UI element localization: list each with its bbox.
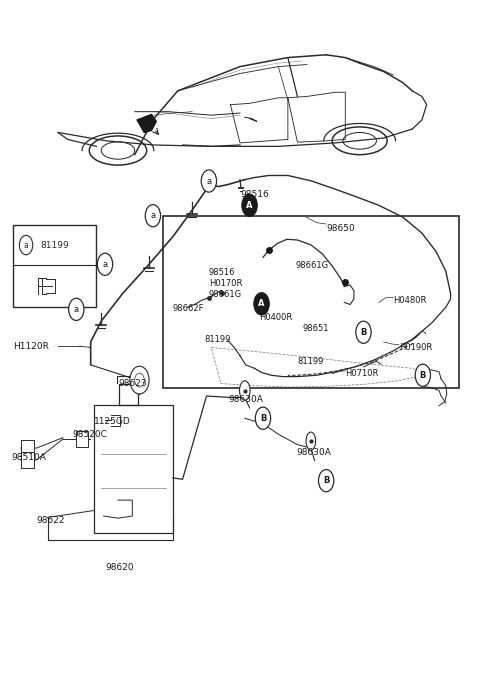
Text: 98662F: 98662F	[173, 304, 204, 313]
Bar	[94, 405, 173, 533]
Text: 98623: 98623	[118, 379, 146, 388]
Circle shape	[201, 170, 216, 192]
Text: H0190R: H0190R	[399, 343, 432, 352]
Text: 98661G: 98661G	[209, 290, 242, 299]
Text: 81199: 81199	[204, 335, 230, 343]
Bar	[12, 225, 96, 307]
Circle shape	[130, 366, 149, 394]
Text: 81199: 81199	[298, 357, 324, 366]
Circle shape	[97, 253, 113, 275]
Text: a: a	[150, 211, 156, 220]
Text: A: A	[258, 300, 265, 309]
Text: B: B	[360, 328, 367, 337]
Circle shape	[242, 194, 257, 216]
Bar	[163, 215, 459, 388]
Text: 98520C: 98520C	[72, 430, 108, 439]
Text: 81199: 81199	[40, 240, 69, 250]
Circle shape	[254, 293, 269, 315]
Text: H0170R: H0170R	[209, 279, 242, 288]
Text: H0480R: H0480R	[393, 296, 427, 305]
Text: 98516: 98516	[240, 190, 269, 199]
Text: 98620: 98620	[105, 563, 134, 572]
Text: 98661G: 98661G	[295, 261, 328, 270]
Text: 98622: 98622	[36, 516, 65, 525]
Text: 98651: 98651	[302, 325, 329, 334]
Polygon shape	[137, 115, 156, 133]
Text: 1125GD: 1125GD	[94, 417, 131, 426]
Ellipse shape	[306, 432, 316, 450]
Text: 98516: 98516	[209, 268, 235, 277]
Ellipse shape	[240, 381, 250, 400]
Text: H1120R: H1120R	[12, 342, 48, 350]
Circle shape	[69, 298, 84, 320]
Text: 98630A: 98630A	[228, 395, 263, 404]
Text: H0400R: H0400R	[259, 313, 292, 322]
Text: a: a	[206, 177, 212, 186]
Circle shape	[19, 236, 33, 255]
Text: 98650: 98650	[326, 224, 355, 233]
Bar	[21, 452, 34, 468]
Circle shape	[415, 364, 431, 386]
Text: B: B	[260, 414, 266, 423]
Circle shape	[145, 204, 160, 227]
Circle shape	[255, 407, 271, 430]
Text: 98510A: 98510A	[11, 452, 46, 461]
Text: a: a	[74, 305, 79, 314]
Text: H0710R: H0710R	[345, 369, 379, 378]
Circle shape	[319, 470, 334, 492]
Text: 98630A: 98630A	[297, 448, 331, 457]
Circle shape	[135, 373, 144, 387]
Text: A: A	[246, 201, 253, 210]
Text: a: a	[102, 260, 108, 269]
Circle shape	[356, 321, 371, 343]
Bar	[21, 440, 34, 457]
Text: a: a	[24, 240, 28, 250]
Bar	[76, 431, 88, 448]
Text: B: B	[420, 370, 426, 379]
Text: B: B	[323, 476, 329, 485]
